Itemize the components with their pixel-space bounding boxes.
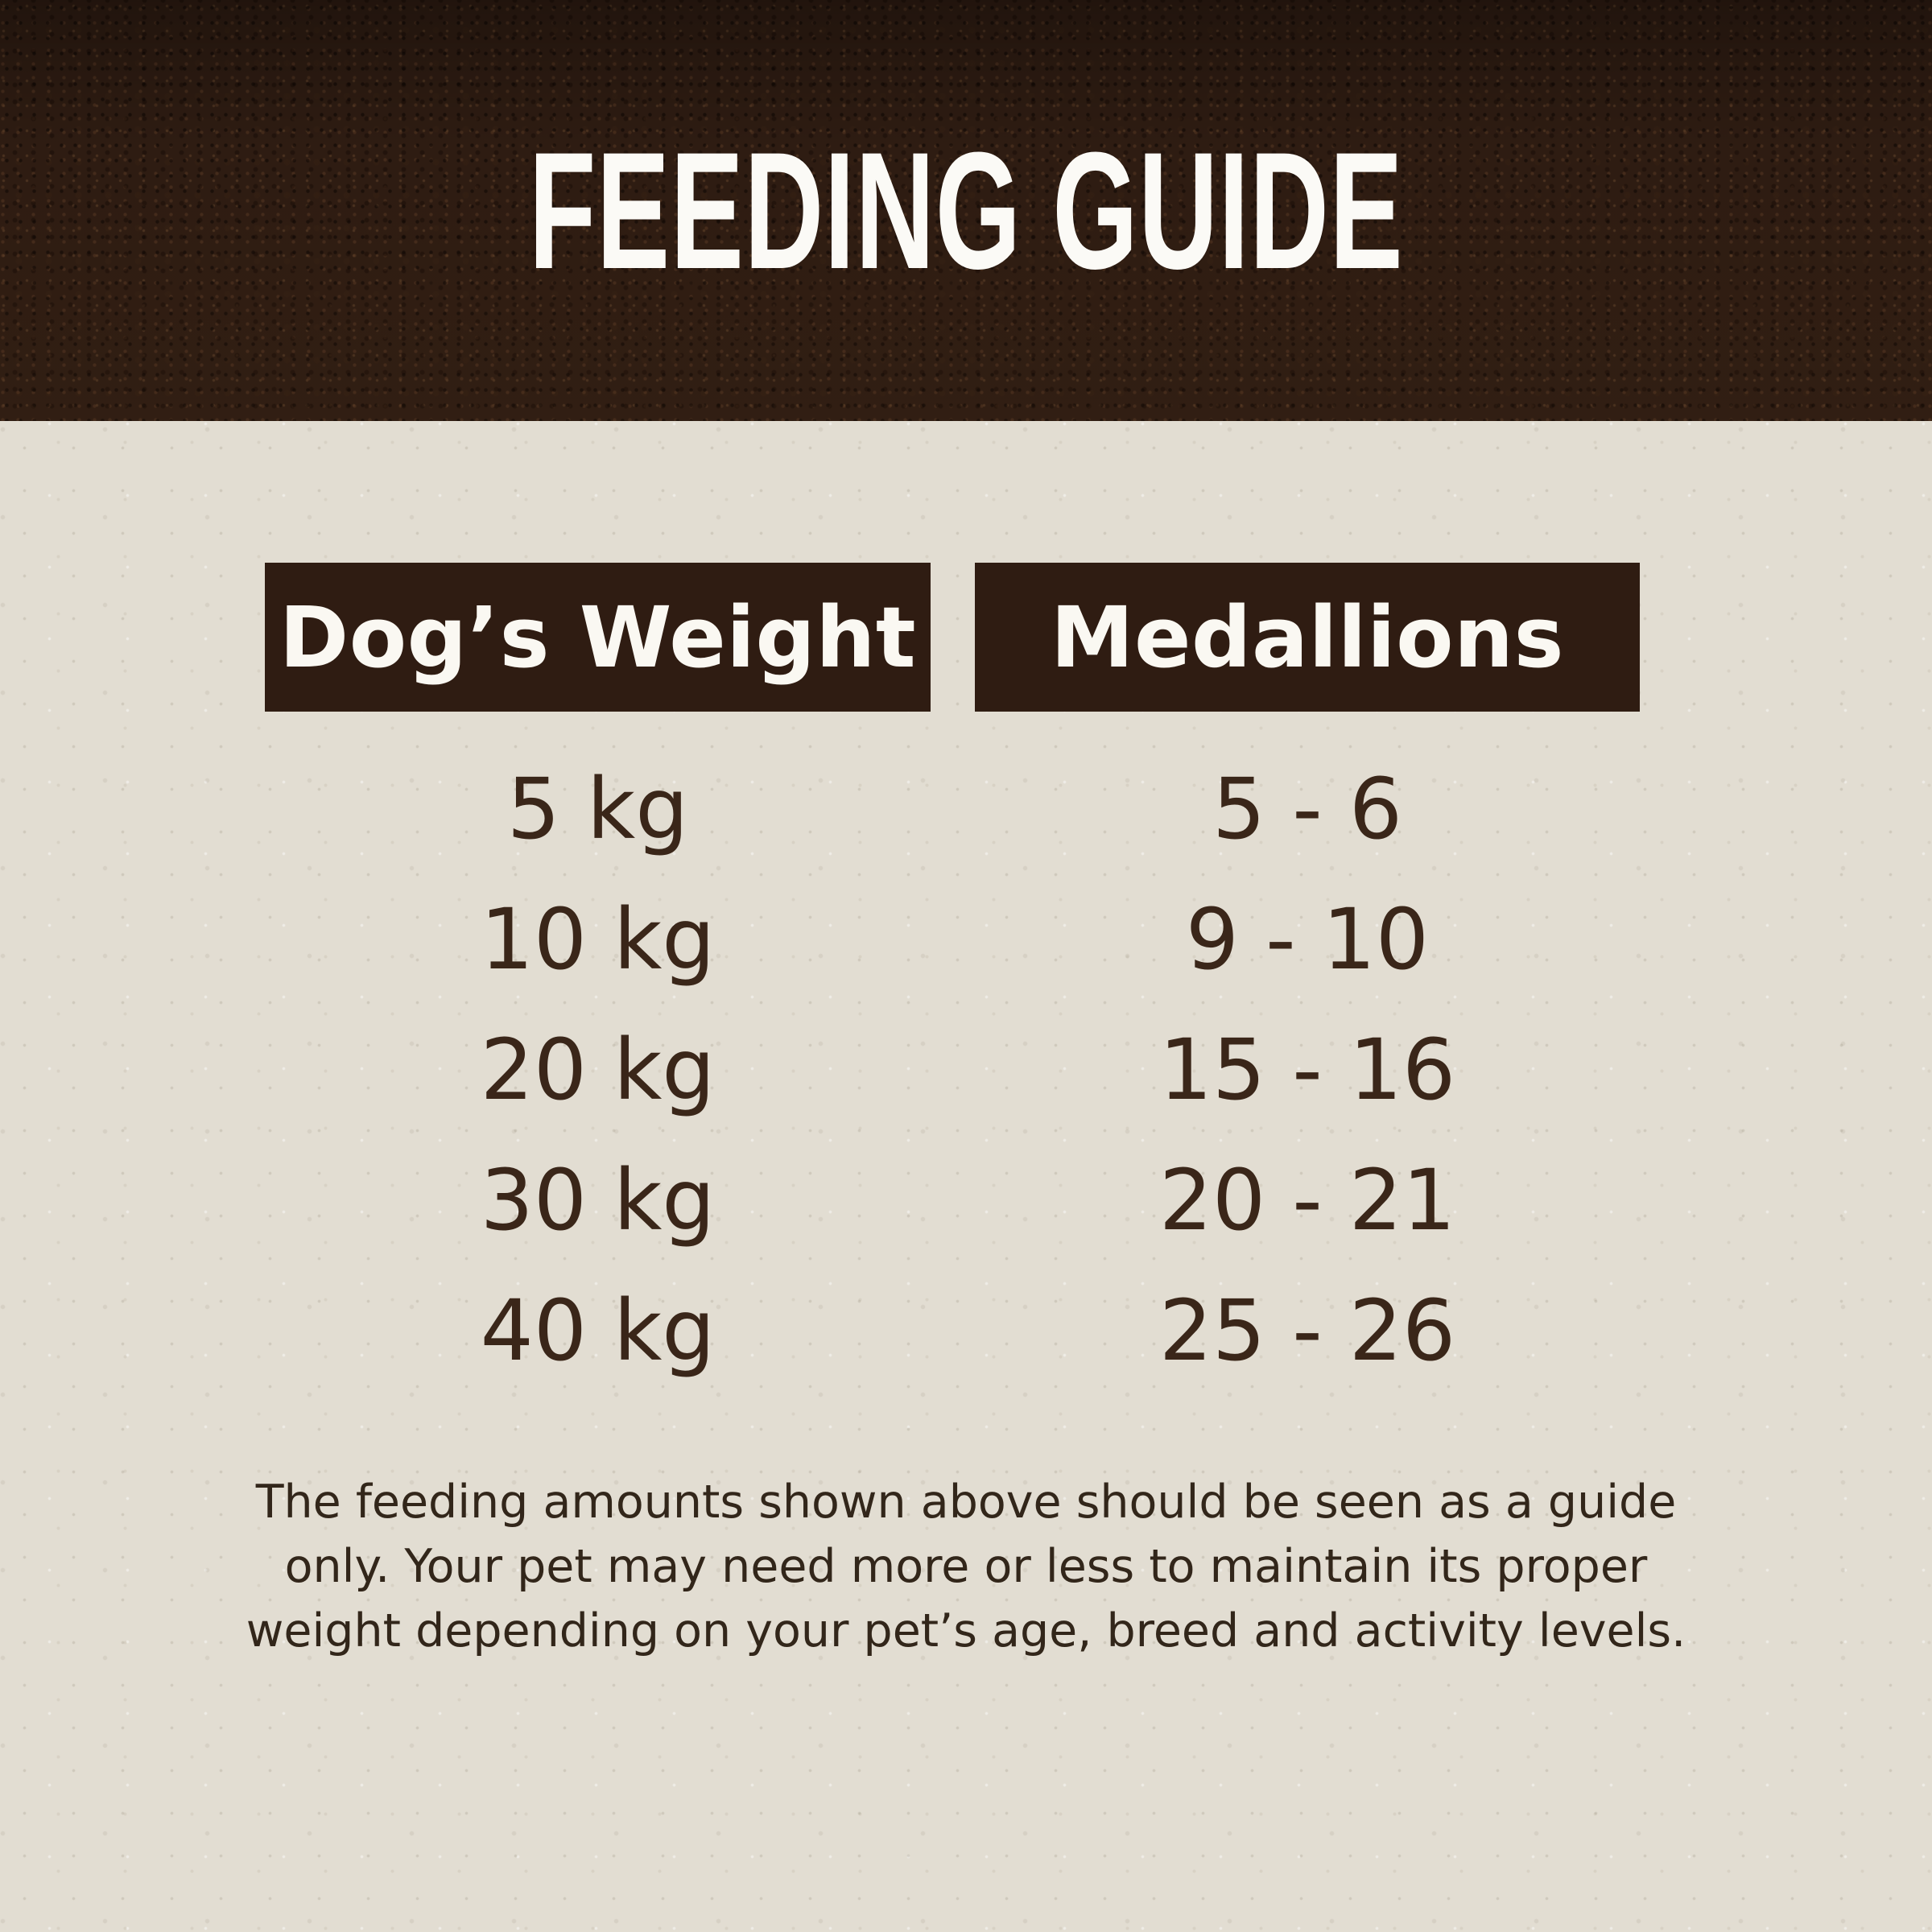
medallions-cell: 15 - 16 (1158, 1021, 1456, 1119)
page-title: FEEDING GUIDE (528, 118, 1404, 303)
disclaimer-note: The feeding amounts shown above should b… (0, 1470, 1932, 1663)
table-row: 5 kg 5 - 6 (265, 744, 1640, 874)
column-header-medallions: Medallions (975, 563, 1640, 712)
weight-cell: 20 kg (480, 1021, 716, 1119)
table-row: 20 kg 15 - 16 (265, 1005, 1640, 1135)
table-row: 40 kg 25 - 26 (265, 1265, 1640, 1396)
medallions-cell: 5 - 6 (1212, 760, 1402, 858)
table-row: 10 kg 9 - 10 (265, 874, 1640, 1005)
column-header-dogs-weight: Dog’s Weight (265, 563, 931, 712)
disclaimer-line: The feeding amounts shown above should b… (255, 1476, 1677, 1529)
weight-cell: 30 kg (480, 1151, 716, 1249)
disclaimer-line: weight depending on your pet’s age, bree… (246, 1604, 1686, 1657)
weight-cell: 5 kg (506, 760, 689, 858)
medallions-cell: 20 - 21 (1158, 1151, 1456, 1249)
soil-texture-header: FEEDING GUIDE (0, 0, 1932, 421)
disclaimer-line: only. Your pet may need more or less to … (284, 1540, 1648, 1593)
medallions-cell: 25 - 26 (1158, 1282, 1456, 1380)
feeding-table-rows: 5 kg 5 - 6 10 kg 9 - 10 20 kg 15 - 16 30… (265, 744, 1640, 1396)
medallions-cell: 9 - 10 (1185, 890, 1430, 989)
table-row: 30 kg 20 - 21 (265, 1135, 1640, 1265)
weight-cell: 10 kg (480, 890, 716, 989)
weight-cell: 40 kg (480, 1282, 716, 1380)
